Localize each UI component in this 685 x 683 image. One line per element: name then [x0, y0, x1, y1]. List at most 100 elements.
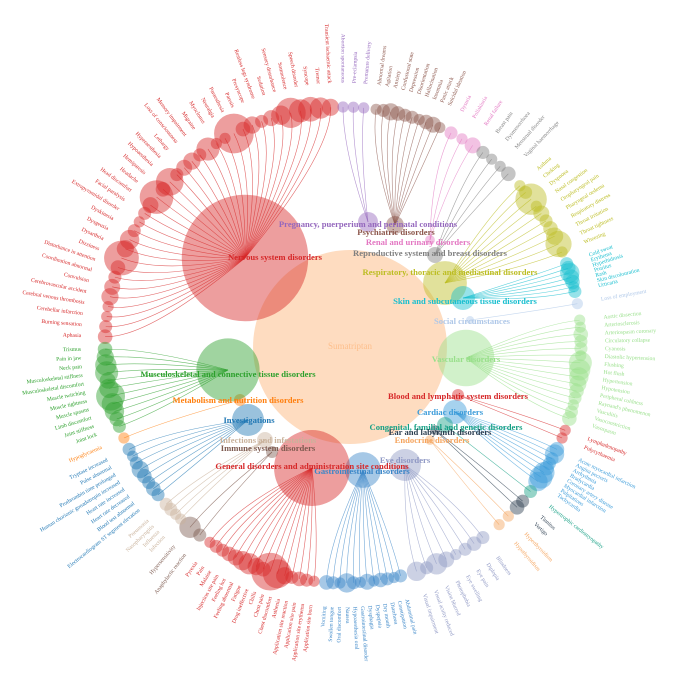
edge: [404, 464, 437, 564]
edge: [107, 369, 229, 381]
leaf-node: [519, 185, 533, 199]
leaf-node: [569, 359, 591, 381]
leaf-node: [358, 102, 370, 114]
leaf-node: [122, 442, 136, 456]
leaf-node: [450, 548, 462, 561]
group-label: Gastrointestinal disorders: [314, 466, 410, 476]
leaf-node: [418, 114, 434, 130]
leaf-node: [275, 97, 306, 128]
leaf-node: [219, 132, 231, 144]
leaf-label: Nausea: [344, 607, 350, 624]
leaf-node: [247, 557, 265, 576]
edge: [105, 257, 246, 337]
leaf-node: [337, 573, 357, 593]
leaf-node: [569, 383, 584, 399]
leaf-node: [569, 367, 589, 387]
edge: [394, 127, 441, 226]
edge: [170, 439, 266, 510]
leaf-node: [97, 329, 113, 344]
group-label: Pregnancy, puerperium and perinatal cond…: [279, 219, 458, 229]
leaf-node: [116, 240, 134, 258]
leaf-node: [574, 321, 586, 333]
leaf-node: [425, 553, 448, 575]
group-label: Metabolism and nutrition disorders: [172, 395, 304, 405]
group-label: Reproductive system and breast disorders: [353, 248, 508, 258]
group-label: Eye disorders: [380, 455, 431, 465]
leaf-node: [438, 551, 455, 568]
center-node: [253, 250, 447, 444]
edge: [110, 369, 229, 397]
edge: [394, 124, 434, 226]
edge: [444, 235, 555, 284]
group-node: [181, 194, 309, 322]
group-node: [386, 216, 404, 234]
group-node: [196, 338, 260, 402]
leaf-label: Hot flush: [603, 369, 625, 378]
edge: [362, 469, 368, 582]
leaf-node: [227, 549, 244, 566]
leaf-node: [560, 263, 580, 283]
group-node: [423, 261, 467, 305]
leaf-node: [104, 278, 121, 295]
edge: [136, 419, 249, 464]
leaf-node: [142, 197, 159, 214]
leaf-label: Abnormal dreams: [377, 45, 389, 86]
edge: [434, 166, 501, 256]
group-label: Endocrine disorders: [395, 435, 470, 445]
edge: [189, 451, 273, 528]
edge: [434, 152, 484, 256]
leaf-node: [565, 274, 580, 290]
edge: [457, 394, 566, 431]
group-label: Nervous system disorders: [228, 252, 323, 262]
edge: [386, 111, 396, 226]
leaf-node: [142, 475, 156, 490]
edge: [125, 248, 246, 261]
leaf-node: [373, 572, 388, 588]
leaf-node: [334, 577, 346, 589]
leaf-label: Tremor: [313, 67, 321, 84]
leaf-node: [99, 320, 113, 334]
edge: [457, 394, 563, 439]
group-node: [358, 212, 378, 232]
edge: [434, 429, 523, 502]
edge: [444, 243, 559, 284]
leaf-node: [155, 182, 171, 197]
edge: [244, 108, 321, 259]
leaf-label: Dyspepsia: [374, 604, 383, 628]
leaf-node: [183, 152, 201, 170]
leaf-node: [394, 569, 408, 583]
edge: [342, 106, 369, 223]
leaf-label: Arteriospasm coronary: [605, 328, 657, 336]
leaf-node: [196, 137, 220, 161]
edge: [404, 464, 484, 538]
leaf-node: [560, 257, 574, 271]
leaf-node: [232, 550, 253, 571]
edge: [326, 469, 364, 583]
leaf-label: Pre-eclampsia: [352, 51, 359, 83]
leaf-node: [388, 571, 400, 584]
edge: [128, 419, 249, 450]
group-label: Vascular disorders: [432, 354, 501, 364]
group-node: [425, 435, 435, 445]
leaf-node: [298, 96, 323, 122]
edge: [105, 257, 246, 327]
edge: [454, 411, 555, 455]
edge: [465, 319, 580, 359]
leaf-node: [101, 393, 124, 415]
leaf-label: Syncope: [301, 66, 310, 86]
leaf-node: [514, 180, 526, 192]
leaf-node: [376, 103, 390, 117]
edge: [108, 257, 246, 308]
edge: [454, 411, 553, 460]
leaf-label: Dysphagia: [366, 605, 374, 630]
leaf-label: Aphasia: [63, 332, 82, 339]
edge: [462, 277, 572, 299]
edge: [108, 369, 229, 389]
leaf-node: [515, 183, 547, 215]
edge: [228, 467, 313, 555]
leaf-label: Eye pain: [475, 569, 490, 589]
leaf-node: [155, 168, 184, 196]
leaf-node: [533, 205, 550, 222]
leaf-node: [425, 116, 441, 133]
